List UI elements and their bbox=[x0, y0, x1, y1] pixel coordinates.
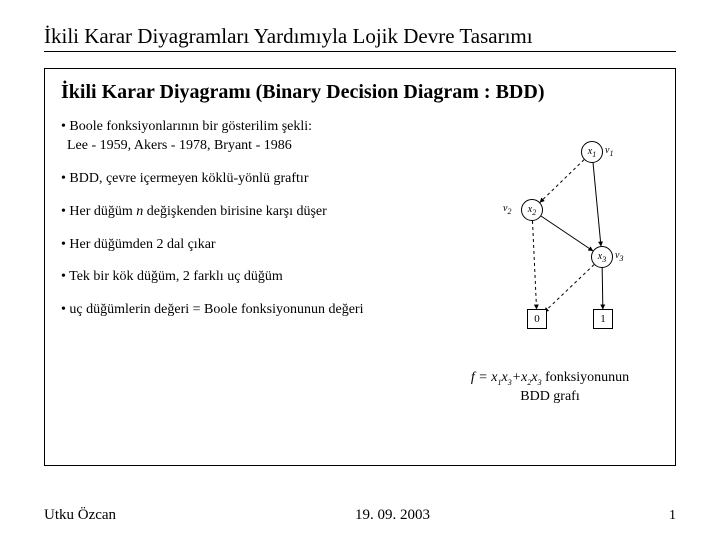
bdd-node-x2: x2 bbox=[521, 199, 543, 221]
bdd-node-x1: x1 bbox=[581, 141, 603, 163]
v3-i: 3 bbox=[619, 254, 623, 263]
n1-idx: 1 bbox=[592, 150, 596, 159]
footer-author: Utku Özcan bbox=[44, 507, 116, 524]
cap-f: f = x bbox=[471, 370, 498, 385]
bdd-label-v1: v1 bbox=[605, 145, 613, 158]
cap-post: fonksiyonunun bbox=[542, 370, 630, 385]
footer-date: 19. 09. 2003 bbox=[355, 507, 430, 524]
cap-plus: +x bbox=[512, 370, 528, 385]
graph-caption: f = x1x3+x2x3 fonksiyonunun BDD grafı bbox=[435, 369, 665, 405]
bdd-node-x3: x3 bbox=[591, 246, 613, 268]
n2-idx: 2 bbox=[532, 208, 536, 217]
n3-idx: 3 bbox=[602, 255, 606, 264]
bdd-terminal-1: 1 bbox=[593, 309, 613, 329]
bullet-3a: • Her düğüm bbox=[61, 204, 136, 219]
bdd-label-v2: v2 bbox=[503, 203, 511, 216]
footer-page: 1 bbox=[669, 508, 676, 524]
bdd-label-v3: v3 bbox=[615, 250, 623, 263]
slide-footer: Utku Özcan 19. 09. 2003 1 bbox=[44, 507, 676, 524]
bdd-graph: x1 v1 x2 v2 x3 v3 0 1 bbox=[441, 141, 651, 361]
v2-i: 2 bbox=[507, 207, 511, 216]
content-box: İkili Karar Diyagramı (Binary Decision D… bbox=[44, 68, 676, 466]
bullet-3b: değişkenden birisine karşı düşer bbox=[143, 204, 327, 219]
cap-line2: BDD grafı bbox=[520, 389, 580, 404]
bullet-1-line1: • Boole fonksiyonlarının bir gösterilim … bbox=[61, 119, 312, 134]
slide-title: İkili Karar Diyagramları Yardımıyla Loji… bbox=[44, 24, 676, 52]
slide-subtitle: İkili Karar Diyagramı (Binary Decision D… bbox=[61, 81, 659, 104]
bdd-terminal-0: 0 bbox=[527, 309, 547, 329]
v1-i: 1 bbox=[609, 149, 613, 158]
